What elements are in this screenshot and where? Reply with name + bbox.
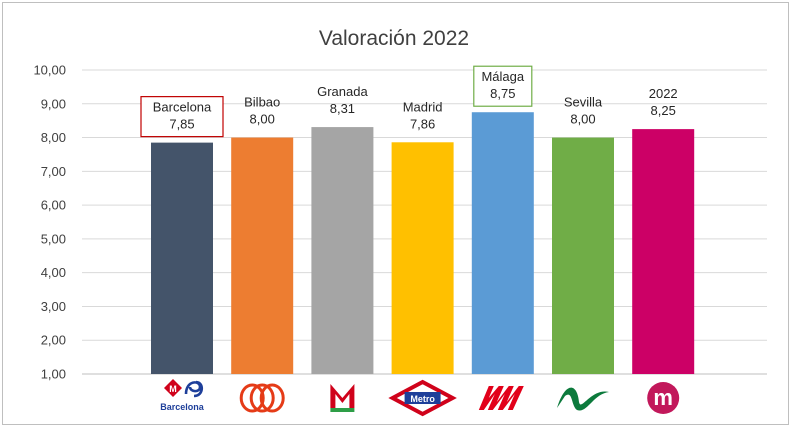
bar-barcelona [151, 142, 213, 374]
data-label-category: 2022 [649, 86, 678, 101]
y-tick-label: 1,00 [41, 367, 66, 382]
bars [151, 112, 695, 374]
bar-madrid [391, 142, 454, 374]
ring-shape [249, 383, 275, 413]
data-label-barcelona: Barcelona 7,85 [140, 96, 224, 138]
malaga-m-shape [478, 386, 524, 410]
data-label-value: 7,85 [169, 117, 194, 132]
2022-logo-icon: m [647, 382, 680, 414]
malaga-metro-logo-icon [478, 386, 524, 410]
data-label-box [473, 65, 533, 107]
data-label-bilbao: Bilbao 8,00 [244, 95, 280, 127]
data-label-category: Bilbao [244, 95, 280, 110]
y-tick-label: 4,00 [41, 265, 66, 280]
granada-m-shape [330, 384, 355, 408]
data-label-category: Barcelona [153, 100, 212, 115]
data-label-2022: 2022 8,25 [649, 86, 678, 118]
circle-shape [647, 382, 680, 414]
madrid-metro-logo-icon: Metro [388, 379, 457, 417]
granada-metro-logo-icon [330, 384, 355, 412]
granada-base-shape [330, 408, 355, 412]
data-label-value: 8,75 [490, 86, 515, 101]
y-tick-label: 7,00 [41, 164, 66, 179]
madrid-band-shape [404, 392, 441, 404]
chart-frame: Valoración 2022 1,00 2,00 3,00 4,00 5,00 6,00… [2, 2, 789, 425]
barcelona-metro-logo-icon: M Barcelona [160, 379, 205, 412]
bar-chart: Valoración 2022 1,00 2,00 3,00 4,00 5,00 6,00… [33, 27, 767, 417]
sevilla-swoosh-shape [557, 387, 609, 411]
y-tick-label: 10,00 [33, 63, 66, 78]
data-label-category: Málaga [481, 69, 524, 84]
y-tick-label: 6,00 [41, 198, 66, 213]
y-tick-label: 5,00 [41, 231, 66, 246]
data-label-box [140, 96, 224, 138]
data-label-malaga: Málaga 8,75 [473, 65, 533, 107]
sevilla-metro-logo-icon [557, 387, 609, 411]
m-letter: m [653, 385, 673, 410]
bar-granada [311, 127, 374, 374]
y-axis: 1,00 2,00 3,00 4,00 5,00 6,00 7,00 8,00 9,00 10,0… [33, 63, 66, 382]
ring-shape [239, 383, 265, 413]
madrid-metro-text: Metro [410, 394, 435, 404]
metro-m-letter: M [169, 384, 177, 394]
data-label-category: Granada [317, 84, 368, 99]
y-tick-label: 9,00 [41, 96, 66, 111]
data-label-value: 8,00 [570, 112, 595, 127]
y-tick-label: 3,00 [41, 299, 66, 314]
data-label-value: 8,31 [330, 101, 355, 116]
bar-2022 [632, 129, 695, 374]
data-label-madrid: Madrid 7,86 [403, 99, 443, 131]
data-label-category: Sevilla [564, 95, 603, 110]
tmb-s-shape [184, 380, 204, 398]
data-label-value: 8,25 [651, 103, 676, 118]
logo-caption: Barcelona [160, 402, 205, 412]
data-label-value: 8,00 [250, 112, 275, 127]
data-labels: Barcelona 7,85 Bilbao 8,00 Granada 8,31 Madrid… [140, 65, 678, 138]
bar-bilbao [231, 137, 294, 374]
ring-shape [259, 383, 285, 413]
y-tick-label: 2,00 [41, 333, 66, 348]
chart-title: Valoración 2022 [319, 27, 469, 50]
bar-malaga [471, 112, 534, 374]
data-label-category: Madrid [403, 99, 443, 114]
bilbao-metro-logo-icon [239, 383, 285, 413]
y-tick-label: 8,00 [41, 130, 66, 145]
data-label-value: 7,86 [410, 116, 435, 131]
madrid-diamond-shape [388, 379, 457, 417]
metro-diamond-shape [164, 379, 182, 397]
data-label-granada: Granada 8,31 [317, 84, 368, 116]
data-label-sevilla: Sevilla 8,00 [564, 95, 603, 127]
bar-sevilla [552, 137, 614, 374]
category-logos: M Barcelona Metro m [160, 379, 680, 417]
